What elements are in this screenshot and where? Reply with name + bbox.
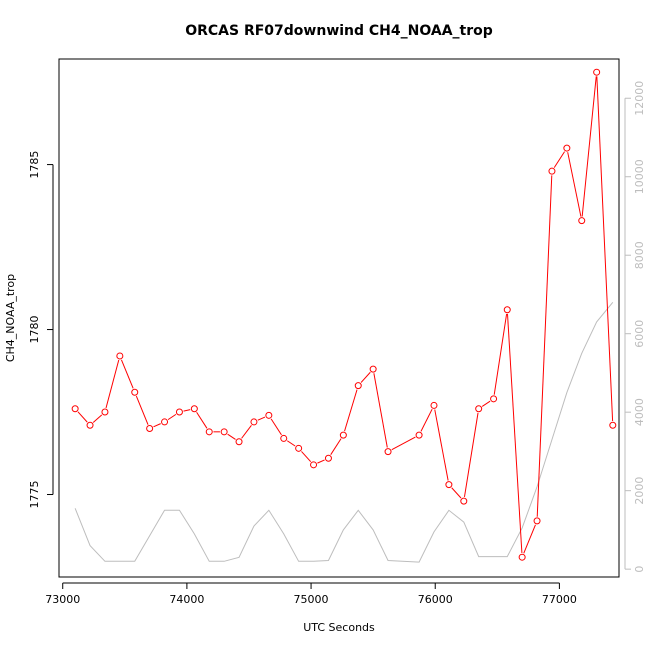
ch4-series-segment [183, 409, 191, 412]
x-tick-label: 75000 [294, 593, 329, 606]
ch4-series-segment [507, 313, 523, 554]
ch4-data-point [280, 434, 288, 442]
ch4-data-point [339, 431, 347, 439]
ch4-data-point [116, 352, 124, 360]
ch4-data-point [503, 306, 511, 314]
ch4-series-segment [257, 416, 266, 421]
ch4-series-segment [153, 423, 161, 428]
ch4-series-segment [120, 359, 134, 389]
ch4-series-segment [330, 438, 342, 455]
ch4-data-point [175, 408, 183, 416]
ch4-series-segment [167, 413, 177, 421]
ch4-data-point [490, 395, 498, 403]
ch4-data-point [161, 418, 169, 426]
ch4-series-segment [553, 151, 565, 168]
ch4-data-point [220, 428, 228, 436]
ch4-series-segment [317, 459, 325, 464]
ch4-series-segment [463, 412, 479, 498]
y-tick-label: 1780 [28, 316, 41, 344]
ch4-series-segment [373, 373, 388, 448]
ch4-data-point [265, 411, 273, 419]
y2-tick-label: 10000 [633, 159, 646, 194]
ch4-data-point [384, 448, 392, 456]
ch4-data-point [146, 425, 154, 433]
altitude-series-line [74, 301, 614, 563]
ch4-data-point [235, 438, 243, 446]
ch4-data-point [250, 418, 258, 426]
ch4-series-segment [493, 313, 508, 395]
ch4-data-point [205, 428, 213, 436]
ch4-series-segment [227, 433, 236, 440]
ch4-data-point [415, 431, 423, 439]
y2-tick-label: 2000 [633, 477, 646, 505]
ch4-series-segment [77, 411, 88, 423]
ch4-series-segment [105, 359, 120, 409]
ch4-data-point [563, 144, 571, 152]
y2-tick-label: 6000 [633, 320, 646, 348]
ch4-data-point [609, 421, 617, 429]
ch4-series-segment [567, 152, 582, 217]
ch4-data-point [131, 388, 139, 396]
ch4-series-segment [196, 411, 208, 429]
ch4-series-segment [92, 414, 103, 423]
ch4-series-segment [420, 408, 433, 432]
ch4-series-segment [581, 76, 597, 217]
ch4-data-point [71, 405, 79, 413]
ch4-series-segment [596, 76, 614, 422]
plot-box [58, 58, 620, 578]
ch4-series-segment [241, 424, 252, 439]
ch4-data-point [310, 461, 318, 469]
ch4-series-segment [391, 436, 416, 451]
ch4-data-point [578, 217, 586, 225]
ch4-data-point [518, 553, 526, 561]
y-axis-label: CH4_NOAA_trop [4, 274, 17, 362]
ch4-series-segment [270, 418, 282, 436]
y-tick-label: 1775 [28, 481, 41, 509]
ch4-data-point [190, 405, 198, 413]
ch4-series-segment [360, 371, 371, 383]
ch4-data-point [548, 167, 556, 175]
x-tick-label: 76000 [418, 593, 453, 606]
x-tick-label: 74000 [169, 593, 204, 606]
x-tick-label: 77000 [542, 593, 577, 606]
ch4-data-point [354, 382, 362, 390]
y-tick-label: 1785 [28, 151, 41, 179]
ch4-data-point [445, 481, 453, 489]
ch4-series-segment [451, 487, 462, 499]
ch4-series-segment [434, 409, 449, 481]
y2-tick-label: 12000 [633, 81, 646, 116]
ch4-series-segment [481, 400, 491, 407]
ch4-data-point [295, 444, 303, 452]
y2-tick-label: 0 [633, 566, 646, 573]
ch4-data-point [460, 497, 468, 505]
ch4-series-segment [523, 524, 536, 554]
ch4-data-point [430, 401, 438, 409]
x-tick-label: 73000 [45, 593, 80, 606]
x-axis-label: UTC Seconds [303, 621, 375, 634]
ch4-data-point [324, 454, 332, 462]
ch4-series-segment [344, 389, 358, 432]
ch4-series-segment [135, 395, 149, 425]
ch4-data-point [86, 421, 94, 429]
ch4-data-point [593, 68, 601, 76]
ch4-data-point [533, 517, 541, 525]
ch4-data-point [101, 408, 109, 416]
ch4-series-segment [301, 451, 312, 463]
ch4-data-point [475, 405, 483, 413]
y2-tick-label: 8000 [633, 241, 646, 269]
ch4-series-segment [286, 440, 296, 447]
chart-title: ORCAS RF07downwind CH4_NOAA_trop [185, 23, 493, 39]
ch4-data-point [369, 365, 377, 373]
y2-tick-label: 4000 [633, 398, 646, 426]
ch4-series-segment [536, 175, 553, 517]
